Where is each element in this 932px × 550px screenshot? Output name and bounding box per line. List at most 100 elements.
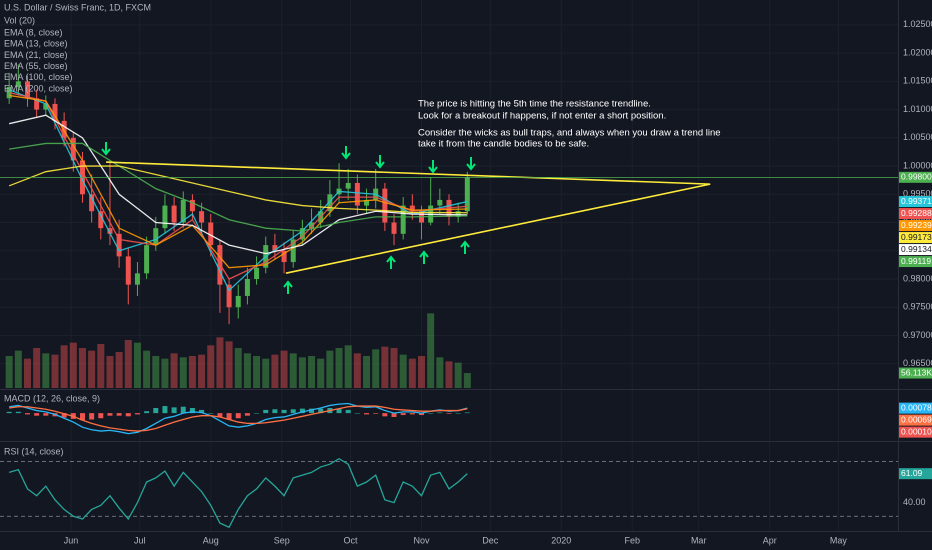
- price-tag-label: 56.113K: [901, 367, 932, 377]
- macd-histogram-bar: [89, 413, 95, 420]
- ema-line: [9, 142, 468, 232]
- legend-entry: Vol (20): [4, 15, 35, 25]
- y-tick-label: 1.01500: [903, 76, 932, 86]
- x-tick-label: Jun: [64, 535, 79, 545]
- macd-histogram-bar: [180, 406, 186, 414]
- candle-body: [189, 199, 195, 212]
- volume-bar: [133, 342, 141, 388]
- volume-bar: [188, 356, 196, 388]
- candle-body: [134, 273, 140, 285]
- volume-bar: [5, 356, 13, 388]
- candle-body: [199, 211, 205, 223]
- x-tick-label: Nov: [414, 535, 431, 545]
- price-tag-label: 0.99288: [901, 208, 932, 218]
- ema-line: [9, 94, 468, 269]
- price-tag-label: 61.09: [901, 468, 923, 478]
- legend-entry: EMA (100, close): [4, 72, 73, 82]
- price-tag: [899, 196, 932, 208]
- candle-body: [98, 211, 104, 229]
- candle-body: [61, 120, 67, 138]
- plot-area: [0, 64, 898, 529]
- candle-body: [400, 205, 406, 234]
- price-tag-label: 0.99371: [901, 196, 932, 206]
- volume-bar: [234, 348, 242, 388]
- macd-histogram-bar: [61, 413, 67, 418]
- macd-histogram-bar: [290, 409, 296, 414]
- macd-histogram-bar: [455, 413, 461, 414]
- price-tag: [899, 232, 932, 244]
- volume-bar: [33, 348, 41, 388]
- macd-histogram-bar: [382, 413, 388, 417]
- candle-body: [464, 177, 470, 212]
- candle-body: [235, 295, 241, 308]
- legend-entry: EMA (13, close): [4, 39, 68, 49]
- legend-entry: EMA (200, close): [4, 83, 73, 93]
- trendline: [106, 161, 711, 185]
- volume-bar: [207, 345, 215, 388]
- legend-entry: EMA (8, close): [4, 27, 63, 37]
- volume-bar: [78, 348, 86, 388]
- macd-histogram-bar: [189, 408, 195, 414]
- volume-bar: [262, 358, 270, 388]
- macd-histogram-bar: [400, 413, 406, 416]
- volume-bar: [179, 357, 187, 388]
- pane-title: RSI (14, close): [4, 446, 64, 456]
- macd-histogram-bar: [428, 413, 434, 414]
- macd-histogram-bar: [419, 413, 425, 416]
- macd-histogram-bar: [272, 409, 278, 414]
- volume-bar: [326, 350, 334, 388]
- volume-bar: [308, 356, 316, 388]
- axes: Jun Jul Aug Sep Oct Nov Dec 2020 Feb Mar Apr May 1.0…: [64, 19, 932, 545]
- volume-bar: [353, 353, 361, 388]
- macd-histogram-bar: [15, 411, 21, 414]
- macd-histogram-bar: [318, 408, 324, 414]
- candle-body: [208, 222, 214, 246]
- price-tag: [899, 171, 932, 183]
- volume-bar: [170, 353, 178, 388]
- volume-bar: [161, 358, 169, 388]
- x-tick-label: Aug: [203, 535, 219, 545]
- candle-body: [52, 103, 58, 121]
- price-tag-label: 0.99119: [901, 256, 931, 266]
- macd-histogram-bar: [254, 413, 260, 414]
- rsi-line: [8, 457, 468, 529]
- volume-bar: [143, 350, 151, 388]
- macd-histogram-bar: [199, 409, 205, 414]
- candle-body: [116, 233, 122, 257]
- price-tag: [899, 426, 932, 438]
- price-tag-label: 0.99173: [901, 232, 932, 242]
- macd-histogram-bar: [162, 406, 168, 414]
- volume-bar: [418, 356, 426, 388]
- candle-body: [299, 228, 305, 240]
- volume-bar: [88, 350, 96, 388]
- candle-body: [254, 267, 260, 279]
- volume-bar: [152, 356, 160, 388]
- price-tag-label: 0.00010: [901, 426, 932, 436]
- candle-body: [437, 199, 443, 206]
- annotation: The price is hitting the 5th time the re…: [418, 99, 651, 110]
- macd-histogram-bar: [217, 413, 223, 417]
- price-tag: [899, 367, 932, 379]
- volume-bar: [124, 340, 132, 388]
- macd-histogram-bar: [226, 413, 232, 420]
- volume-bar: [463, 373, 471, 388]
- price-tag: [899, 220, 932, 232]
- volume-bar: [253, 356, 261, 388]
- chart-title: U.S. Dollar / Swiss Franc, 1D, FXCM: [4, 2, 151, 12]
- macd-histogram-bar: [34, 413, 40, 416]
- candle-body: [24, 81, 30, 99]
- macd-histogram-bar: [263, 409, 269, 414]
- macd-histogram-bar: [281, 409, 287, 414]
- macd-histogram-bar: [446, 413, 452, 414]
- candle-body: [409, 205, 415, 212]
- volume-bar: [399, 354, 407, 388]
- x-tick-label: Sep: [274, 535, 290, 545]
- annotation: Consider the wicks as bull traps, and al…: [418, 128, 721, 139]
- candle-body: [226, 284, 232, 308]
- volume-bar: [69, 342, 77, 388]
